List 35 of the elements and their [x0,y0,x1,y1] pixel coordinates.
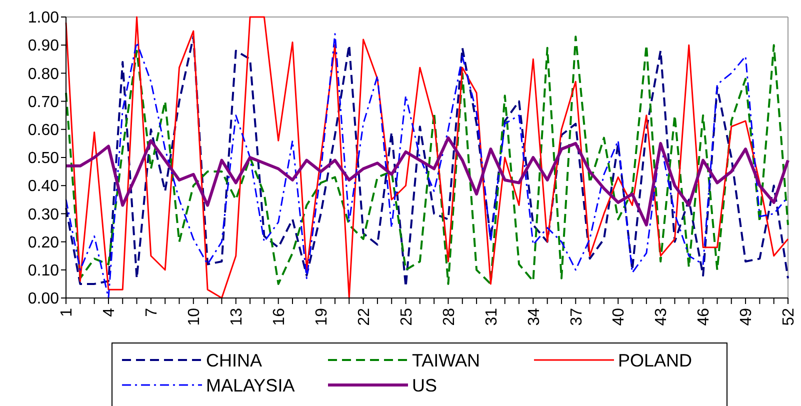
x-tick-label: 25 [398,308,416,326]
x-tick-label: 52 [780,308,798,326]
y-tick-label: 0.70 [28,94,60,111]
legend-label: US [412,375,438,396]
x-tick-label: 13 [228,308,246,326]
line-series [64,136,790,226]
y-tick-label: 0.00 [28,290,60,308]
legend-label: MALAYSIA [206,375,295,396]
x-tick-label: 37 [568,308,586,326]
y-tick-label: 0.20 [28,234,60,252]
y-tick-label: 0.10 [28,262,60,280]
y-tick-label: 1.00 [28,10,60,27]
y-tick-label: 0.90 [28,38,60,55]
x-tick-label: 1 [58,308,76,317]
x-tick-label: 49 [738,308,756,326]
x-tick-label: 16 [270,308,288,326]
x-tick-label: 10 [186,308,204,326]
x-tick-label: 19 [313,308,330,326]
y-tick-label: 0.60 [28,122,60,139]
x-tick-label: 46 [696,308,713,326]
x-tick-label: 4 [101,308,118,317]
x-tick-label: 28 [440,308,458,326]
legend-label: CHINA [206,350,262,370]
y-tick-label: 0.80 [28,66,60,83]
x-tick-label: 31 [483,308,500,326]
x-tick-label: 40 [610,308,628,326]
x-tick-label: 22 [356,308,373,326]
legend-label: TAIWAN [412,350,480,370]
legend-label: POLAND [618,350,692,370]
y-tick-label: 0.50 [28,150,60,168]
y-tick-label: 0.30 [28,206,60,224]
x-tick-label: 7 [144,308,161,317]
y-tick-label: 0.40 [28,178,60,196]
x-tick-label: 43 [653,308,670,326]
x-tick-label: 34 [526,308,543,326]
